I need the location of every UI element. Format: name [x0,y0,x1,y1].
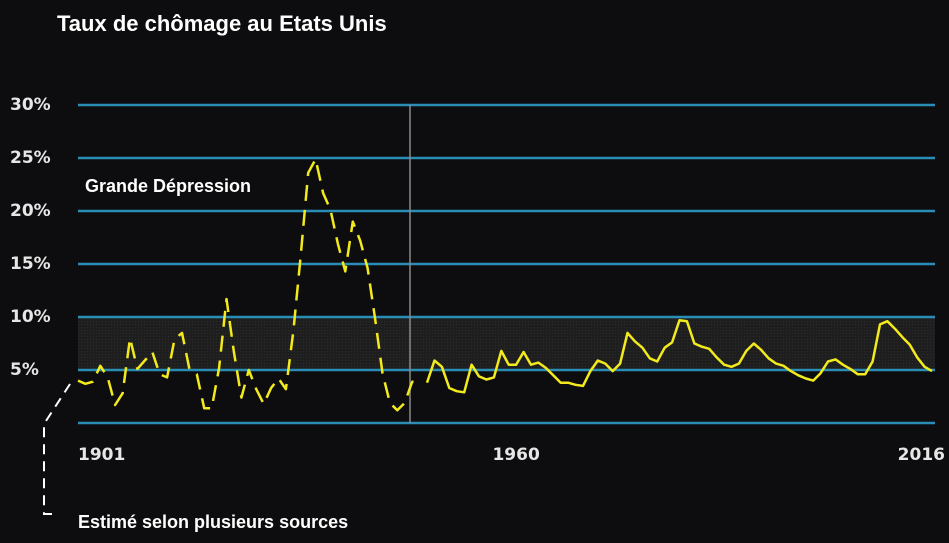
bracket-line [43,383,71,515]
y-tick-label: 15% [10,254,51,274]
annotation: Grande Dépression [85,176,251,196]
chart-title: Taux de chômage au Etats Unis [57,11,387,36]
data-line [77,157,420,412]
data-line [425,318,933,394]
y-tick-label: 30% [10,95,51,115]
x-tick-label: 1901 [78,445,125,465]
y-tick-label: 25% [10,148,51,168]
y-tick-label: 10% [10,307,51,327]
y-tick-label: 5% [10,360,39,380]
y-tick-label: 20% [10,201,51,221]
annotation: Estimé selon plusieurs sources [78,512,348,532]
x-tick-label: 2016 [898,445,945,465]
x-tick-label: 1960 [492,445,539,465]
